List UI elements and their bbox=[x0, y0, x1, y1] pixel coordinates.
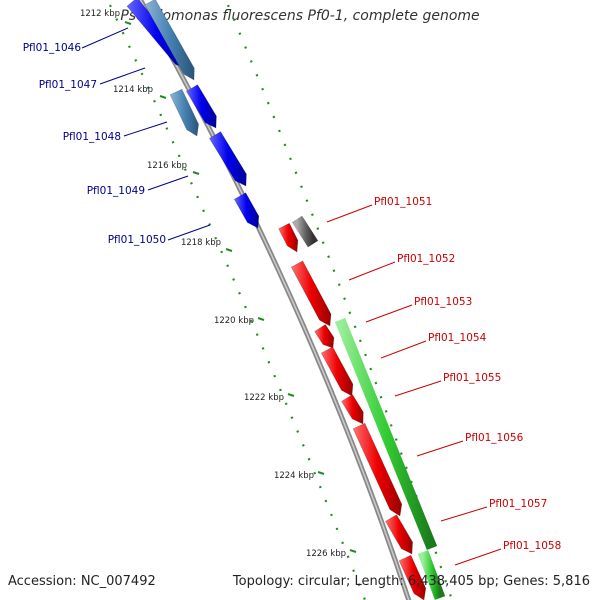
gene-label-right[interactable]: Pfl01_1055 bbox=[443, 372, 501, 384]
kbp-tick-label: 1216 kbp bbox=[147, 161, 187, 171]
kbp-tick-mark bbox=[349, 549, 357, 553]
gene-label-right[interactable]: Pfl01_1052 bbox=[397, 253, 455, 265]
gene-label-left[interactable]: Pfl01_1050 bbox=[108, 234, 166, 246]
left-label-leader bbox=[99, 67, 146, 85]
gene-label-left[interactable]: Pfl01_1049 bbox=[87, 185, 145, 197]
topology-text: Topology: circular; Length: 6,438,405 bp… bbox=[232, 574, 590, 589]
gene-label-left[interactable]: Pfl01_1048 bbox=[63, 131, 121, 143]
cds-arrow-blue bbox=[233, 192, 260, 229]
right-label-leader bbox=[454, 548, 502, 566]
right-label-leader bbox=[416, 440, 464, 457]
kbp-tick-mark bbox=[192, 171, 200, 175]
cds-arrow-red bbox=[384, 514, 413, 555]
right-label-leader bbox=[394, 380, 442, 397]
cds-arrow-red bbox=[290, 260, 332, 327]
cds-arrow-red bbox=[314, 324, 335, 349]
cds-arrow-steel bbox=[169, 88, 199, 137]
kbp-tick-mark bbox=[257, 317, 265, 321]
backbone-outer bbox=[137, 0, 412, 600]
gene-label-right[interactable]: Pfl01_1053 bbox=[414, 296, 472, 308]
gene-label-right[interactable]: Pfl01_1056 bbox=[465, 432, 524, 444]
cds-arrow-red bbox=[278, 222, 299, 253]
gene-label-right[interactable]: Pfl01_1058 bbox=[503, 540, 561, 552]
cds-arrow-blue bbox=[185, 84, 217, 129]
accession-text: Accession: NC_007492 bbox=[8, 574, 156, 589]
kbp-tick-label: 1214 kbp bbox=[113, 85, 153, 95]
kbp-tick-label: 1218 kbp bbox=[181, 238, 221, 248]
feature-green bbox=[417, 550, 446, 600]
outer-dot-ring bbox=[226, 4, 454, 600]
left-label-leader bbox=[167, 224, 211, 241]
gene-label-left[interactable]: Pfl01_1046 bbox=[23, 42, 82, 54]
kbp-tick-mark bbox=[159, 95, 167, 99]
right-label-leader bbox=[348, 261, 396, 281]
kbp-tick-label: 1222 kbp bbox=[244, 393, 284, 403]
map-title: Pseudomonas fluorescens Pf0-1, complete … bbox=[120, 8, 480, 24]
right-label-leader bbox=[440, 506, 488, 522]
gene-label-right[interactable]: Pfl01_1051 bbox=[374, 196, 432, 208]
right-label-leader bbox=[380, 340, 427, 359]
right-label-leader bbox=[326, 204, 373, 223]
cds-arrow-steel bbox=[144, 0, 195, 81]
kbp-tick-label: 1220 kbp bbox=[214, 316, 254, 326]
gene-label-right[interactable]: Pfl01_1057 bbox=[489, 498, 547, 510]
cds-arrow-red bbox=[352, 422, 403, 517]
kbp-tick-mark bbox=[287, 393, 295, 397]
cds-arrow-red bbox=[341, 394, 364, 425]
right-label-leader bbox=[365, 304, 413, 323]
left-label-leader bbox=[81, 27, 129, 49]
gene-label-right[interactable]: Pfl01_1054 bbox=[428, 332, 487, 344]
kbp-tick-mark bbox=[317, 471, 325, 475]
kbp-tick-label: 1224 kbp bbox=[274, 471, 314, 481]
kbp-tick-label: 1212 kbp bbox=[80, 9, 120, 19]
left-label-leader bbox=[123, 121, 168, 137]
cds-arrow-red bbox=[398, 554, 427, 600]
gene-label-left[interactable]: Pfl01_1047 bbox=[39, 79, 97, 91]
cds-arrow-blue bbox=[208, 131, 247, 187]
backbone-highlight bbox=[139, 0, 410, 600]
kbp-tick-label: 1226 kbp bbox=[306, 549, 346, 559]
feature-green bbox=[334, 317, 438, 551]
feature-gray bbox=[291, 215, 319, 248]
cds-arrow-red bbox=[320, 346, 354, 397]
left-label-leader bbox=[147, 175, 189, 191]
kbp-tick-mark bbox=[124, 21, 132, 25]
kbp-tick-mark bbox=[225, 248, 233, 252]
